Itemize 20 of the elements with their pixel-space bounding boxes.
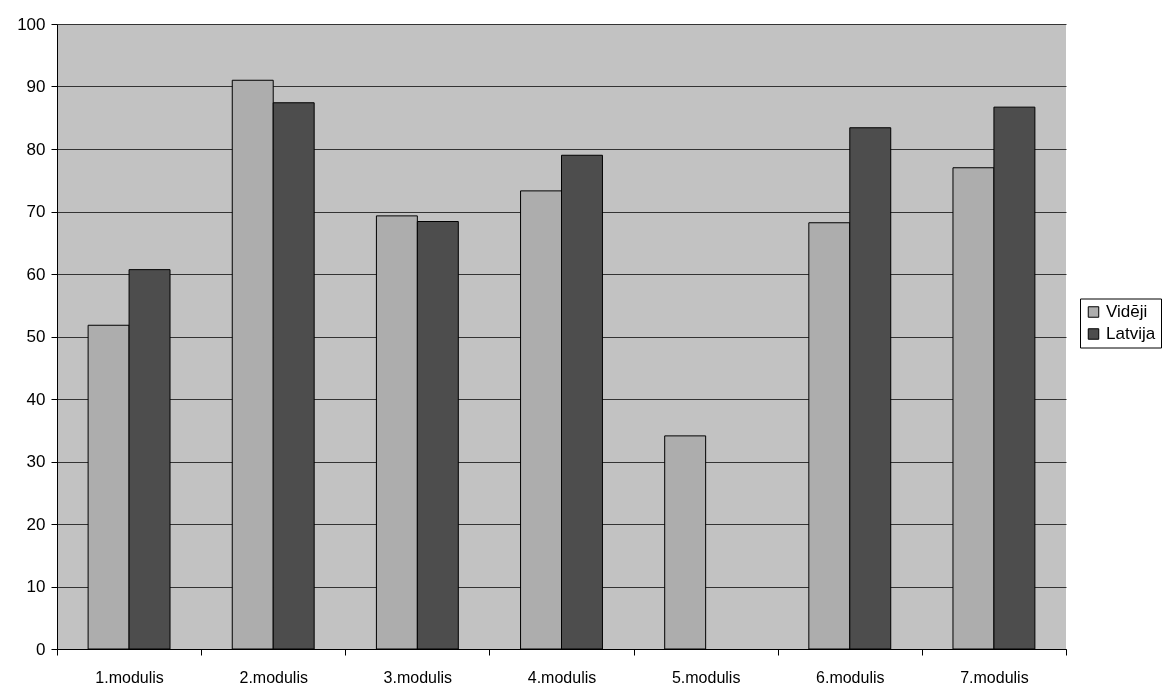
x-tick-label: 1.modulis [95, 668, 164, 686]
y-tick-label: 60 [26, 264, 46, 284]
y-tick-label: 30 [26, 452, 46, 471]
y-tick-label: 90 [26, 77, 46, 96]
x-tick-label: 6.modulis [816, 668, 885, 686]
x-tick-label: 7.modulis [960, 668, 1029, 686]
legend-label: Latvija [1106, 324, 1156, 343]
y-tick-label: 50 [26, 327, 46, 346]
y-tick-label: 70 [26, 202, 46, 221]
y-tick-label: 100 [17, 14, 46, 34]
legend-label: Vidēji [1106, 302, 1148, 321]
y-tick-label: 80 [26, 139, 46, 159]
x-tick-label: 3.modulis [383, 668, 453, 686]
y-tick-label: 20 [26, 514, 46, 534]
x-tick-label: 2.modulis [239, 668, 308, 686]
x-tick-label: 4.modulis [527, 668, 597, 686]
y-tick-label: 0 [36, 639, 46, 659]
y-tick-label: 40 [26, 389, 46, 409]
x-tick-label: 5.modulis [671, 668, 741, 686]
y-tick-label: 10 [26, 577, 46, 596]
